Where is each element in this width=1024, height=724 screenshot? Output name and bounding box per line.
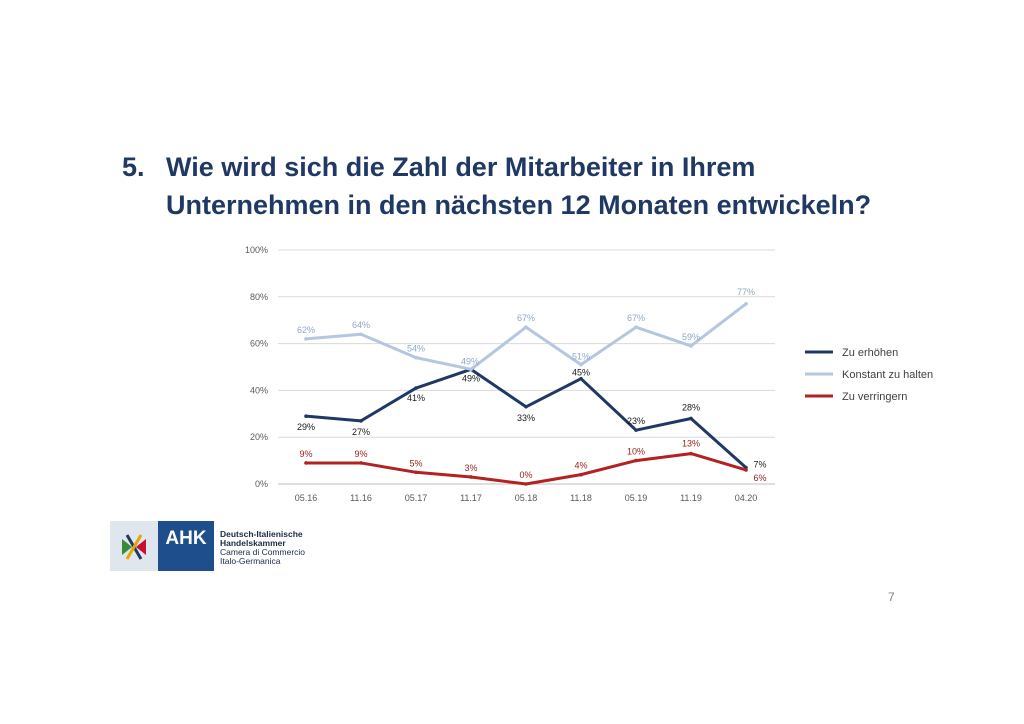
y-tick-label: 0% (255, 479, 268, 489)
chamber-line-1: Deutsch-Italienische (220, 529, 303, 539)
legend-label: Zu erhöhen (842, 347, 898, 359)
data-point (359, 461, 363, 465)
data-label: 23% (627, 416, 645, 426)
data-label: 45% (572, 368, 590, 378)
data-point (634, 428, 638, 432)
data-label: 9% (299, 449, 312, 459)
title-line-2: Unternehmen in den nächsten 12 Monaten e… (166, 190, 872, 220)
title-line-1: Wie wird sich die Zahl der Mitarbeiter i… (166, 152, 756, 182)
x-tick-label: 04.20 (735, 493, 758, 503)
data-point (469, 367, 473, 372)
x-tick-label: 11.19 (680, 493, 702, 503)
ahk-emblem (110, 521, 158, 571)
data-point (689, 416, 693, 421)
legend-label: Konstant zu halten (842, 369, 933, 381)
chamber-line-4: Italo-Germanica (220, 556, 281, 566)
x-tick-label: 11.17 (460, 493, 482, 503)
x-tick-label: 05.17 (405, 493, 428, 503)
data-point (634, 325, 638, 330)
data-point (524, 325, 528, 330)
data-label: 77% (737, 287, 755, 297)
y-tick-label: 100% (245, 245, 268, 255)
data-label: 49% (462, 373, 480, 383)
data-label: 13% (682, 439, 700, 449)
chamber-line-2: Handelskammer (220, 538, 286, 548)
data-point (359, 419, 363, 423)
data-point (524, 482, 528, 486)
y-tick-label: 20% (250, 432, 268, 442)
data-label: 29% (297, 422, 315, 432)
data-point (689, 451, 693, 456)
data-point (634, 458, 638, 463)
data-label: 6% (753, 473, 766, 483)
x-tick-label: 11.16 (350, 493, 372, 503)
data-point (304, 414, 308, 418)
data-point (304, 461, 308, 465)
data-point (689, 344, 693, 348)
chamber-line-3: Camera di Commercio (220, 547, 306, 557)
data-label: 33% (517, 413, 535, 423)
x-tick-label: 05.19 (625, 493, 648, 503)
data-label: 51% (572, 352, 590, 362)
data-label: 64% (352, 320, 370, 330)
question-number: 5. (122, 152, 145, 182)
data-label: 7% (753, 460, 766, 470)
data-point (524, 404, 528, 409)
x-tick-label: 05.18 (515, 493, 538, 503)
data-label: 41% (407, 393, 425, 403)
data-label: 59% (682, 332, 700, 342)
ahk-brand: AHK (158, 521, 214, 571)
y-tick-label: 80% (250, 292, 268, 302)
data-label: 54% (407, 344, 425, 354)
ahk-logo: AHK Deutsch-Italienische Handelskammer C… (110, 521, 310, 571)
data-point (744, 468, 748, 472)
page-number: 7 (888, 590, 895, 604)
data-label: 67% (517, 313, 535, 323)
data-label: 9% (354, 449, 367, 459)
slide-title: 5. Wie wird sich die Zahl der Mitarbeite… (122, 148, 962, 224)
ahk-chamber-name: Deutsch-Italienische Handelskammer Camer… (220, 530, 305, 566)
data-point (579, 376, 583, 381)
y-tick-label: 40% (250, 385, 268, 395)
x-tick-label: 05.16 (295, 493, 318, 503)
data-point (469, 475, 473, 479)
data-label: 0% (519, 470, 532, 480)
data-label: 3% (464, 463, 477, 473)
legend-label: Zu verringern (842, 391, 907, 403)
data-point (304, 337, 308, 341)
data-point (414, 470, 418, 475)
data-point (359, 332, 363, 337)
data-label: 62% (297, 325, 315, 335)
data-label: 10% (627, 447, 645, 457)
x-tick-label: 11.18 (570, 493, 592, 503)
data-label: 49% (461, 356, 479, 366)
data-point (414, 355, 418, 360)
data-label: 27% (352, 427, 370, 437)
data-label: 4% (574, 461, 587, 471)
data-label: 5% (409, 458, 422, 468)
data-point (579, 362, 583, 367)
data-point (414, 386, 418, 390)
data-label: 67% (627, 313, 645, 323)
data-point (744, 302, 748, 306)
y-tick-label: 60% (250, 339, 268, 349)
data-point (579, 472, 583, 477)
data-label: 28% (682, 402, 700, 412)
